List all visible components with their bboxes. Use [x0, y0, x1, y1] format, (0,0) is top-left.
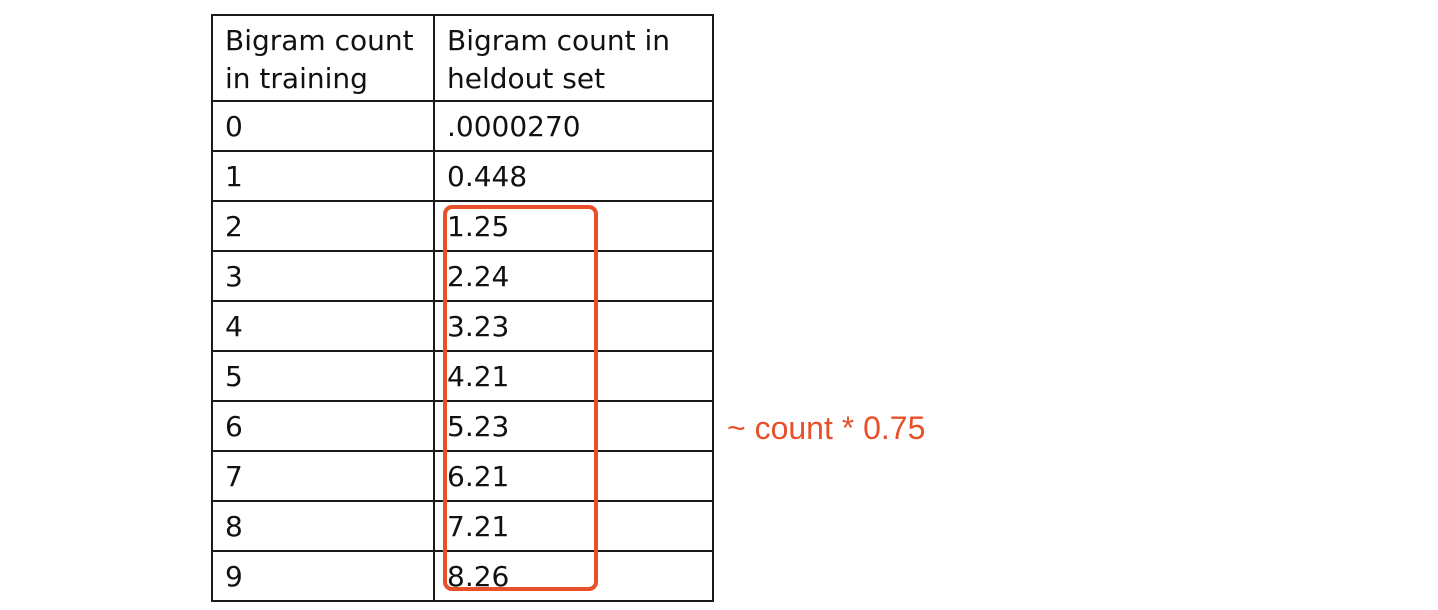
- table-row: 3 2.24: [211, 250, 714, 302]
- training-count-cell: 7: [211, 450, 435, 502]
- table-row: 1 0.448: [211, 150, 714, 202]
- heldout-count-cell: 4.21: [433, 350, 714, 402]
- heldout-count-cell: 1.25: [433, 200, 714, 252]
- training-count-cell: 5: [211, 350, 435, 402]
- heldout-count-cell: 7.21: [433, 500, 714, 552]
- table-row: 5 4.21: [211, 350, 714, 402]
- table-body: Bigram count in training Bigram count in…: [211, 14, 714, 602]
- training-count-cell: 2: [211, 200, 435, 252]
- heldout-count-cell: 3.23: [433, 300, 714, 352]
- table-row: 7 6.21: [211, 450, 714, 502]
- header-training-count: Bigram count in training: [211, 14, 435, 102]
- table-row: 9 8.26: [211, 550, 714, 602]
- training-count-cell: 4: [211, 300, 435, 352]
- heldout-count-cell: 0.448: [433, 150, 714, 202]
- table-row: 6 5.23: [211, 400, 714, 452]
- heldout-count-cell: .0000270: [433, 100, 714, 152]
- bigram-count-table: Bigram count in training Bigram count in…: [211, 14, 714, 602]
- table-row: 0 .0000270: [211, 100, 714, 152]
- training-count-cell: 9: [211, 550, 435, 602]
- training-count-cell: 0: [211, 100, 435, 152]
- header-heldout-count: Bigram count in heldout set: [433, 14, 714, 102]
- table-row: 8 7.21: [211, 500, 714, 552]
- table-row: 4 3.23: [211, 300, 714, 352]
- training-count-cell: 3: [211, 250, 435, 302]
- heldout-count-cell: 5.23: [433, 400, 714, 452]
- training-count-cell: 8: [211, 500, 435, 552]
- heldout-count-cell: 8.26: [433, 550, 714, 602]
- table-row: 2 1.25: [211, 200, 714, 252]
- heldout-count-cell: 2.24: [433, 250, 714, 302]
- heldout-count-cell: 6.21: [433, 450, 714, 502]
- annotation-text: ~ count * 0.75: [727, 410, 926, 446]
- training-count-cell: 1: [211, 150, 435, 202]
- training-count-cell: 6: [211, 400, 435, 452]
- table-header-row: Bigram count in training Bigram count in…: [211, 14, 714, 102]
